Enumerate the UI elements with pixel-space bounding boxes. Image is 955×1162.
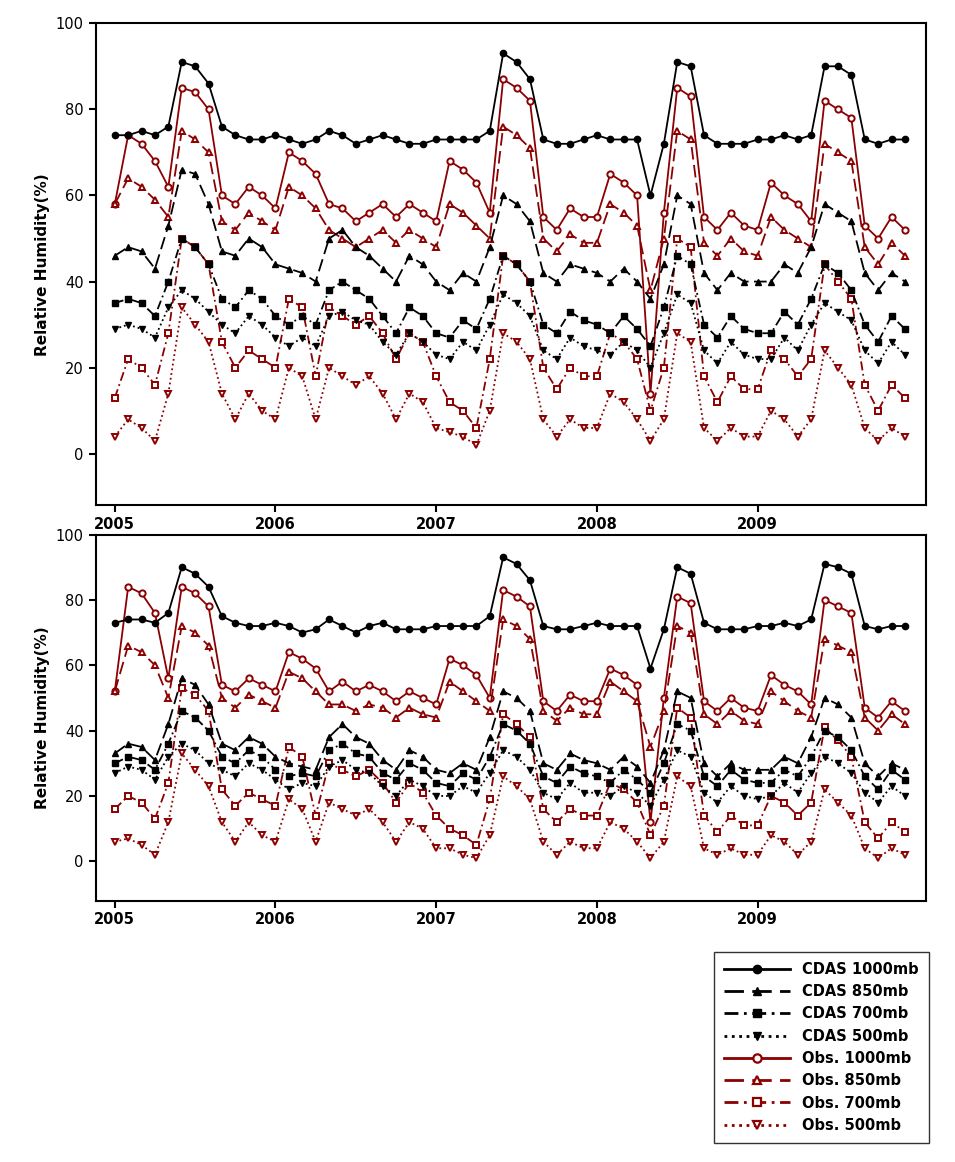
Y-axis label: Relative Humidity(%): Relative Humidity(%) [35,173,51,356]
Y-axis label: Relative Humidity(%): Relative Humidity(%) [35,626,51,809]
Legend: CDAS 1000mb, CDAS 850mb, CDAS 700mb, CDAS 500mb, Obs. 1000mb, Obs. 850mb, Obs. 7: CDAS 1000mb, CDAS 850mb, CDAS 700mb, CDA… [714,952,928,1143]
